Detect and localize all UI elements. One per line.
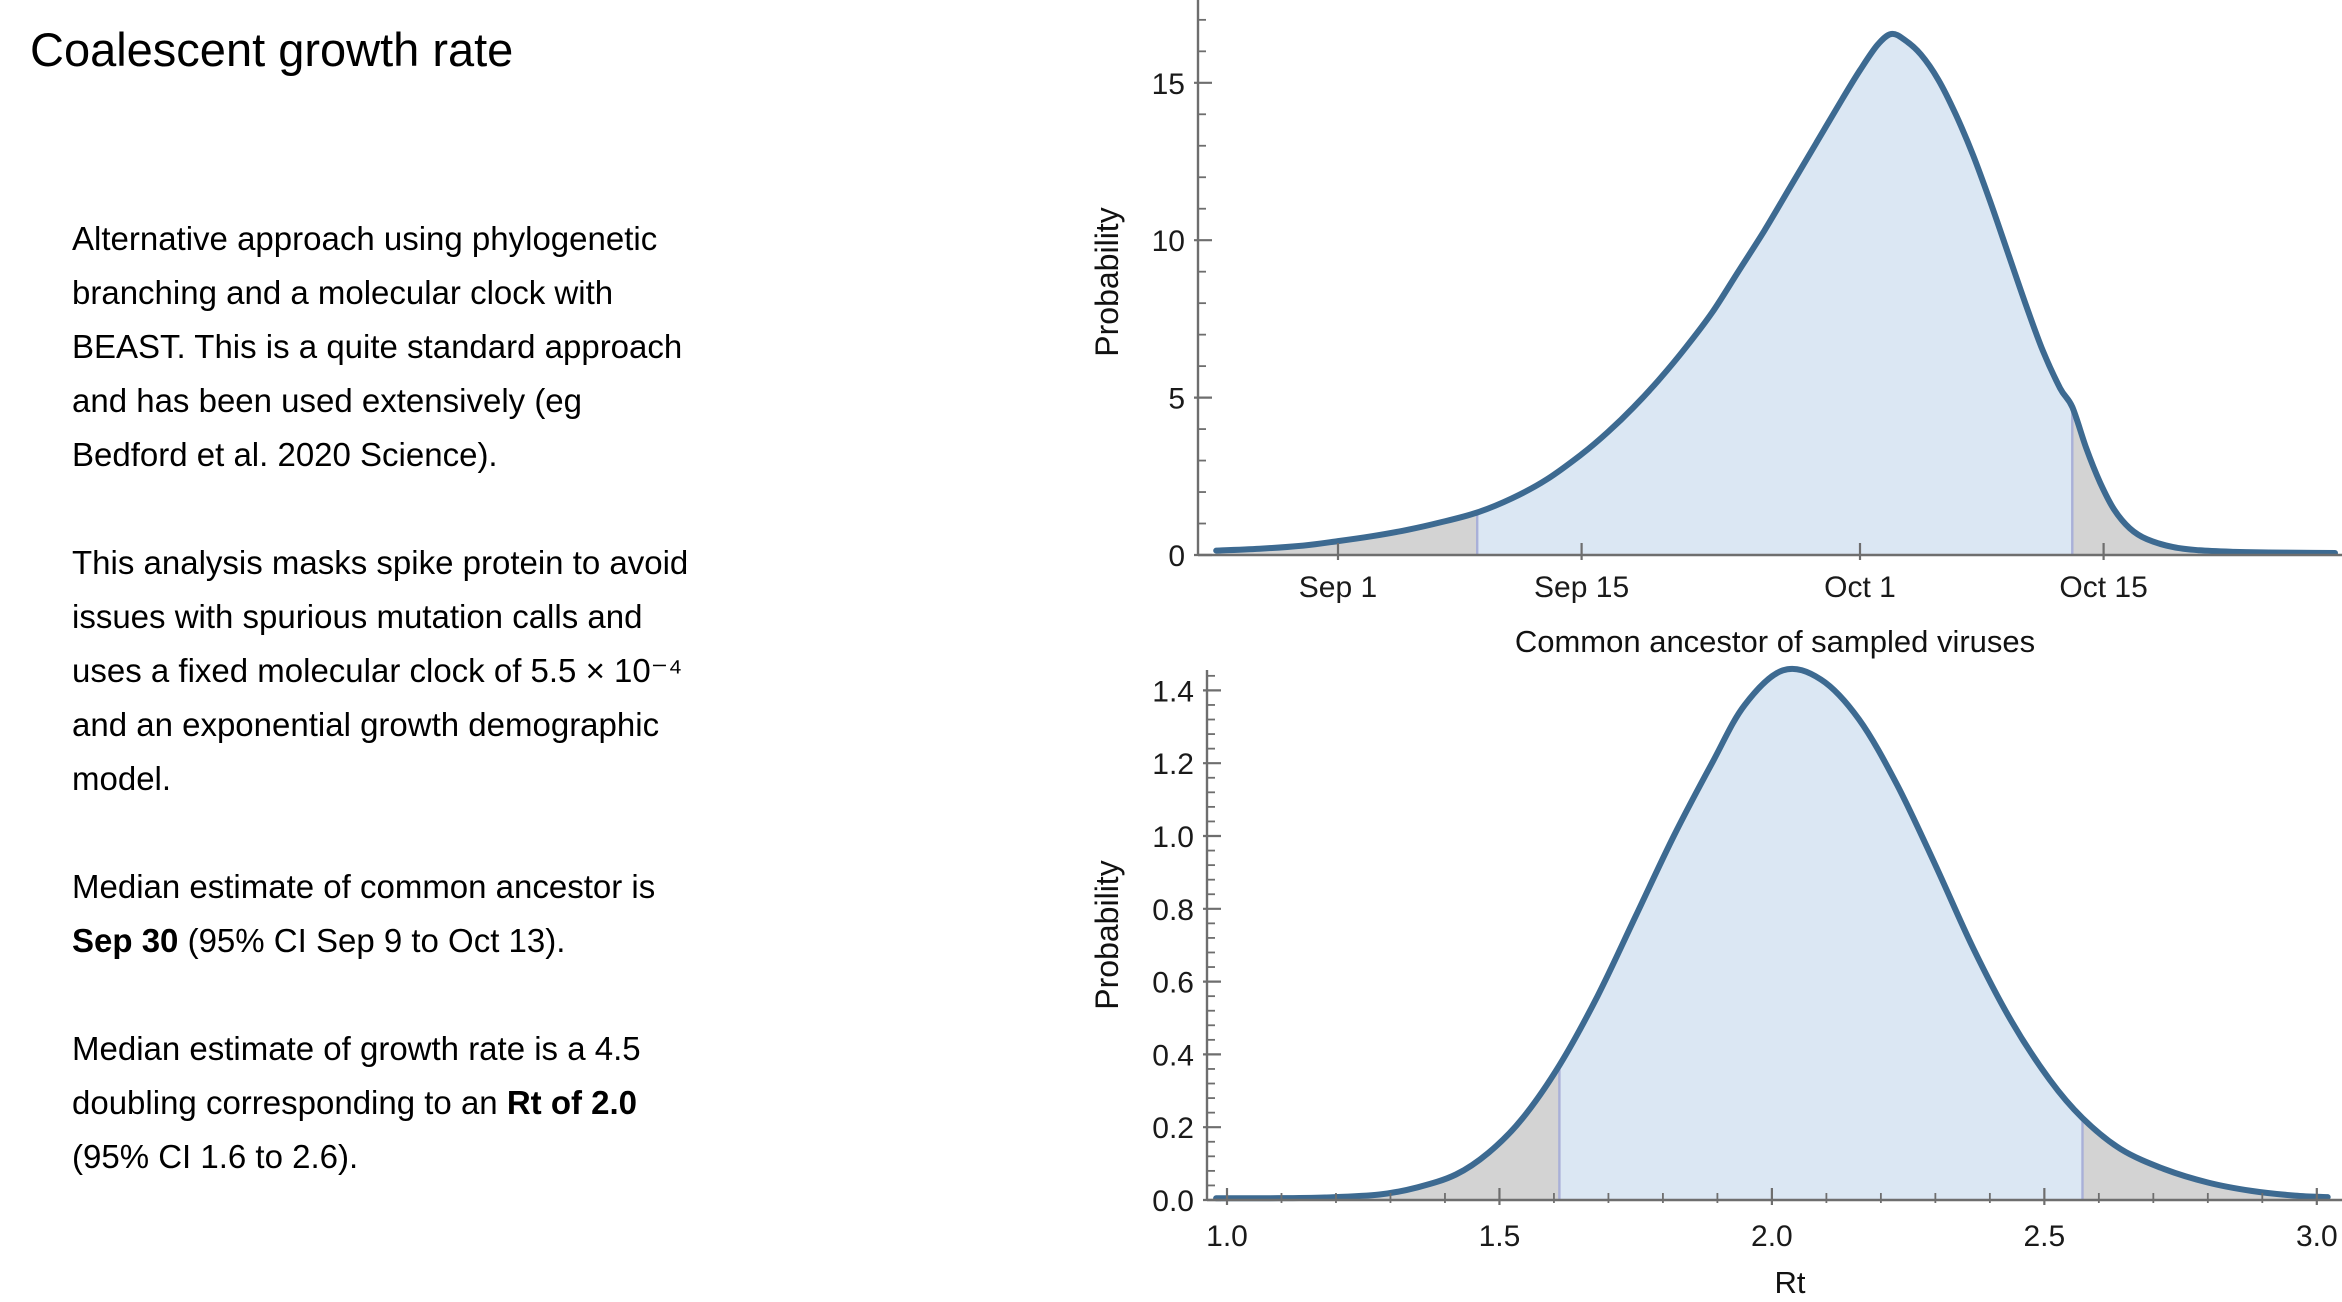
- credible-interval-area: [1477, 33, 2073, 555]
- text-line: issues with spurious mutation calls and: [72, 590, 1022, 644]
- text-segment: uses a fixed molecular clock of 5.5 × 10…: [72, 652, 683, 689]
- text-line: and an exponential growth demographic: [72, 698, 1022, 752]
- x-tick-label: 3.0: [2296, 1220, 2338, 1253]
- text-line: Bedford et al. 2020 Science).: [72, 428, 1022, 482]
- slide-title: Coalescent growth rate: [30, 23, 514, 76]
- text-line: branching and a molecular clock with: [72, 266, 1022, 320]
- x-tick-label: 1.5: [1479, 1220, 1521, 1253]
- chart-rt-density: 1.0 1.5 2.0 2.5 3.0 0.0 0.2 0.4 0.6 0.8 1.0 1.2 1.4 R…: [1089, 665, 2342, 1300]
- text-segment: and an exponential growth demographic: [72, 706, 660, 743]
- text-line: BEAST. This is a quite standard approach: [72, 320, 1022, 374]
- text-line: model.: [72, 752, 1022, 806]
- x-tick-label: Sep 15: [1534, 571, 1629, 604]
- text-segment: Median estimate of common ancestor is: [72, 868, 656, 905]
- y-tick-label: 1.4: [1152, 675, 1194, 708]
- text-segment: (95% CI Sep 9 to Oct 13).: [178, 922, 566, 959]
- y-tick-label: 0.4: [1152, 1039, 1194, 1072]
- text-segment: This analysis masks spike protein to avo…: [72, 544, 689, 581]
- x-tick-label: 2.0: [1751, 1220, 1793, 1253]
- y-tick-label: 10: [1152, 225, 1185, 258]
- body-text: Alternative approach using phylogenetic b…: [72, 212, 1022, 1238]
- x-tick-label: Sep 1: [1299, 571, 1377, 604]
- text-segment: and has been used extensively (eg: [72, 382, 583, 419]
- density-curve: [1213, 30, 2338, 556]
- axes: [1196, 0, 2342, 557]
- text-line: Median estimate of growth rate is a 4.5: [72, 1022, 1022, 1076]
- text-segment: doubling corresponding to an: [72, 1084, 507, 1121]
- text-segment: Bedford et al. 2020 Science).: [72, 436, 498, 473]
- density-curve: [1213, 665, 2331, 1202]
- text-segment: model.: [72, 760, 172, 797]
- chart-common-ancestor-density: Sep 1 Sep 15 Oct 1 Oct 15 0 5 10 15 Common ances…: [1089, 0, 2342, 659]
- y-tick-label: 15: [1152, 68, 1185, 101]
- x-tick-label: 1.0: [1206, 1220, 1248, 1253]
- x-tick-label: 2.5: [2023, 1220, 2065, 1253]
- bold-text: Sep 30: [72, 922, 179, 959]
- y-axis-title: Probability: [1089, 860, 1125, 1009]
- x-tick-label: Oct 1: [1824, 571, 1896, 604]
- y-tick-label: 5: [1168, 383, 1185, 416]
- text-line: and has been used extensively (eg: [72, 374, 1022, 428]
- y-ticks: 0.0 0.2 0.4 0.6 0.8 1.0 1.2 1.4: [1152, 674, 1221, 1218]
- y-ticks: 0 5 10 15: [1152, 18, 1212, 573]
- x-axis-title: Rt: [1775, 1265, 1806, 1300]
- y-tick-label: 0.8: [1152, 894, 1194, 927]
- y-tick-label: 1.0: [1152, 821, 1194, 854]
- text-line: Median estimate of common ancestor is: [72, 860, 1022, 914]
- y-tick-label: 0: [1168, 540, 1185, 573]
- text-line: Sep 30 (95% CI Sep 9 to Oct 13).: [72, 914, 1022, 968]
- y-tick-label: 1.2: [1152, 748, 1194, 781]
- paragraph-growth-estimate: Median estimate of growth rate is a 4.5 d…: [72, 1022, 1022, 1184]
- text-line: This analysis masks spike protein to avo…: [72, 536, 1022, 590]
- x-tick-label: Oct 15: [2059, 571, 2147, 604]
- paragraph-ancestor-estimate: Median estimate of common ancestor is Sep…: [72, 860, 1022, 968]
- x-ticks: Sep 1 Sep 15 Oct 1 Oct 15: [1299, 543, 2148, 604]
- bold-text: Rt of 2.0: [506, 1084, 638, 1121]
- text-segment: BEAST. This is a quite standard approach: [72, 328, 683, 365]
- y-tick-label: 0.6: [1152, 967, 1194, 1000]
- text-segment: Median estimate of growth rate is a 4.5: [72, 1030, 641, 1067]
- y-tick-label: 0.0: [1152, 1185, 1194, 1218]
- y-axis-title: Probability: [1089, 207, 1125, 356]
- text-segment: Alternative approach using phylogenetic: [72, 220, 658, 257]
- text-line: Alternative approach using phylogenetic: [72, 212, 1022, 266]
- text-line: uses a fixed molecular clock of 5.5 × 10…: [72, 644, 1022, 698]
- credible-interval-area: [1559, 668, 2083, 1200]
- text-segment: issues with spurious mutation calls and: [72, 598, 643, 635]
- text-segment: branching and a molecular clock with: [72, 274, 614, 311]
- x-axis-title: Common ancestor of sampled viruses: [1515, 624, 2035, 659]
- y-tick-label: 0.2: [1152, 1112, 1194, 1145]
- text-line: (95% CI 1.6 to 2.6).: [72, 1130, 1022, 1184]
- paragraph-approach: Alternative approach using phylogenetic b…: [72, 212, 1022, 482]
- paragraph-analysis: This analysis masks spike protein to avo…: [72, 536, 1022, 806]
- text-line: doubling corresponding to an Rt of 2.0: [72, 1076, 1022, 1130]
- text-segment: (95% CI 1.6 to 2.6).: [72, 1138, 359, 1175]
- x-ticks: 1.0 1.5 2.0 2.5 3.0: [1206, 1188, 2338, 1253]
